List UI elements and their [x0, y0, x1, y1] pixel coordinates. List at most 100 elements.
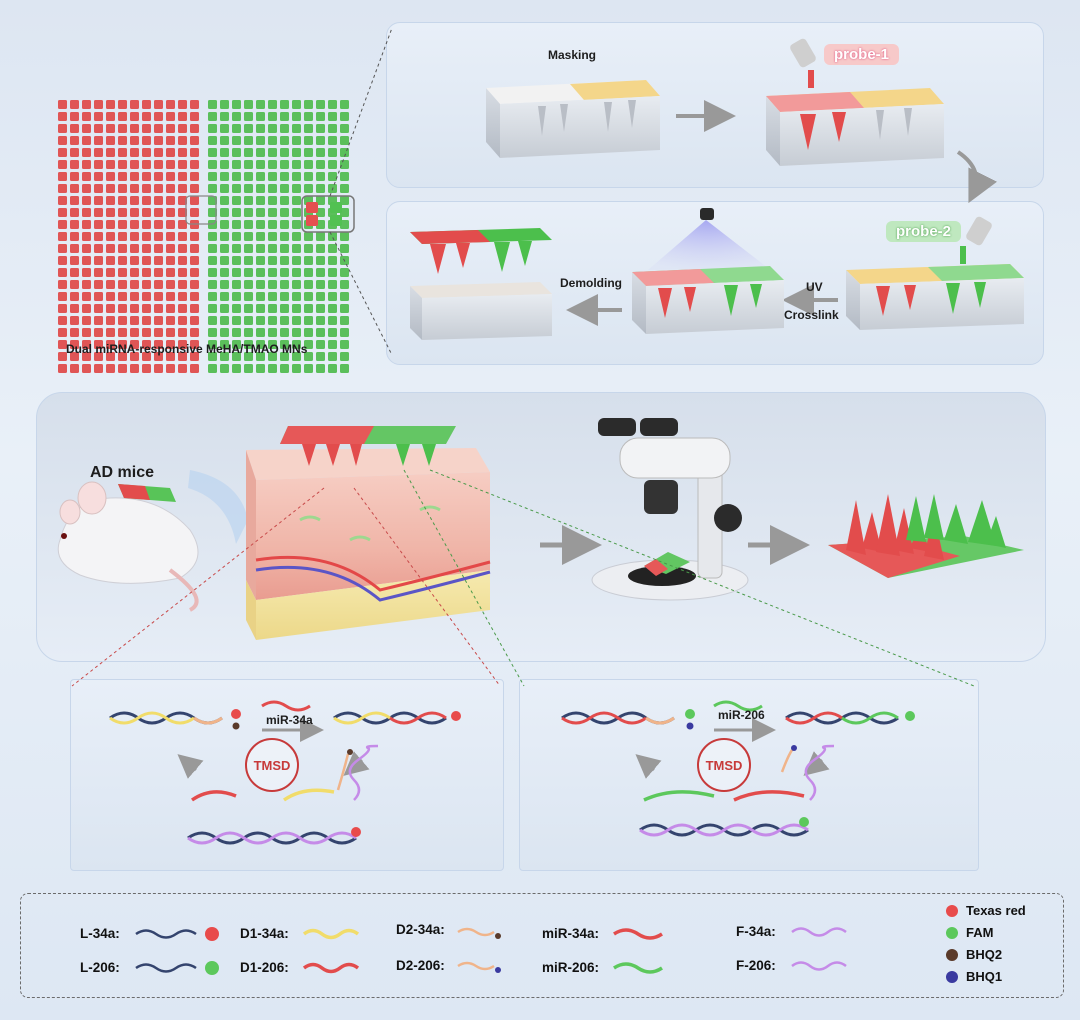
microneedle-green	[316, 340, 325, 349]
microneedle-green	[256, 112, 265, 121]
microneedle-green	[244, 136, 253, 145]
microneedle-green	[292, 364, 301, 373]
microneedle-red	[130, 100, 139, 109]
microneedle-green	[280, 196, 289, 205]
microneedle-red	[70, 148, 79, 157]
microneedle-green	[280, 364, 289, 373]
microneedle-green	[244, 220, 253, 229]
microneedle-green	[304, 112, 313, 121]
microneedle-green	[268, 184, 277, 193]
microneedle-red	[178, 124, 187, 133]
uv-label: UV	[806, 280, 823, 294]
mouse-illustration	[57, 481, 199, 612]
microneedle-green	[316, 160, 325, 169]
microneedle-red	[94, 280, 103, 289]
microneedle-red	[142, 172, 151, 181]
microneedle-green	[244, 160, 253, 169]
microneedle-green	[244, 256, 253, 265]
microneedle-red	[82, 232, 91, 241]
microneedle-red	[58, 340, 67, 349]
microneedle-red	[70, 268, 79, 277]
microneedle-green	[256, 208, 265, 217]
microneedle-green	[232, 148, 241, 157]
microneedle-green	[232, 352, 241, 361]
microneedle-green	[208, 136, 217, 145]
microneedle-red	[130, 172, 139, 181]
microneedle-red	[70, 232, 79, 241]
microneedle-red	[106, 172, 115, 181]
microneedle-green	[304, 172, 313, 181]
microneedle-red	[70, 196, 79, 205]
microneedle-red	[106, 256, 115, 265]
tmsd-badge-34a: TMSD	[245, 738, 299, 792]
microneedle-red	[82, 292, 91, 301]
microneedle-red	[142, 292, 151, 301]
microneedle-green	[292, 172, 301, 181]
microneedle-green	[280, 232, 289, 241]
microneedle-green	[256, 160, 265, 169]
microneedle-green	[208, 196, 217, 205]
microneedle-green	[292, 292, 301, 301]
microneedle-green	[340, 340, 349, 349]
microneedle-green	[244, 280, 253, 289]
fluorescence-peaks	[828, 494, 1024, 578]
microneedle-green	[328, 124, 337, 133]
legend-d1-34a-label: D1-34a:	[240, 926, 289, 941]
microneedle-green	[328, 340, 337, 349]
microneedle-green	[316, 352, 325, 361]
microneedle-green	[208, 124, 217, 133]
microneedle-green	[244, 364, 253, 373]
microneedle-red	[94, 256, 103, 265]
microneedle-red	[154, 328, 163, 337]
microneedle-red	[154, 232, 163, 241]
microneedle-green	[220, 172, 229, 181]
microneedle-red	[70, 340, 79, 349]
microneedle-red	[82, 208, 91, 217]
microneedle-green	[232, 172, 241, 181]
microneedle-red	[154, 364, 163, 373]
microneedle-red	[130, 208, 139, 217]
microneedle-red	[82, 172, 91, 181]
microneedle-green	[268, 340, 277, 349]
microneedle-green	[304, 136, 313, 145]
microneedle-green	[292, 100, 301, 109]
microneedle-red	[142, 244, 151, 253]
microneedle-green	[316, 100, 325, 109]
microneedle-red	[166, 244, 175, 253]
microneedle-red	[154, 244, 163, 253]
microneedle-green	[316, 316, 325, 325]
microneedle-red	[106, 100, 115, 109]
microneedle-red	[70, 184, 79, 193]
microneedle-green	[244, 232, 253, 241]
microneedle-red	[130, 364, 139, 373]
microneedle-green	[280, 304, 289, 313]
microneedle-red	[94, 208, 103, 217]
microneedle-red	[106, 136, 115, 145]
microneedle-green	[292, 280, 301, 289]
microneedle-red	[58, 220, 67, 229]
microneedle-red	[178, 352, 187, 361]
microneedle-green	[280, 160, 289, 169]
microneedle-green	[256, 352, 265, 361]
microneedle-red	[190, 316, 199, 325]
microneedle-green	[232, 244, 241, 253]
microneedle-red	[82, 100, 91, 109]
microneedle-red	[178, 172, 187, 181]
microneedle-red	[142, 160, 151, 169]
legend-dot-1	[946, 927, 958, 939]
microneedle-green	[208, 160, 217, 169]
microneedle-green	[292, 220, 301, 229]
microneedle-green	[304, 184, 313, 193]
microneedle-red	[190, 148, 199, 157]
microneedle-green	[304, 232, 313, 241]
microneedle-green	[316, 292, 325, 301]
microneedle-red	[94, 268, 103, 277]
microneedle-red	[82, 244, 91, 253]
legend-l34a-label: L-34a:	[80, 926, 120, 941]
microneedle-green	[292, 244, 301, 253]
microneedle-green	[268, 196, 277, 205]
microneedle-green	[328, 316, 337, 325]
microneedle-red	[94, 232, 103, 241]
microneedle-green	[232, 184, 241, 193]
microneedle-red	[178, 268, 187, 277]
